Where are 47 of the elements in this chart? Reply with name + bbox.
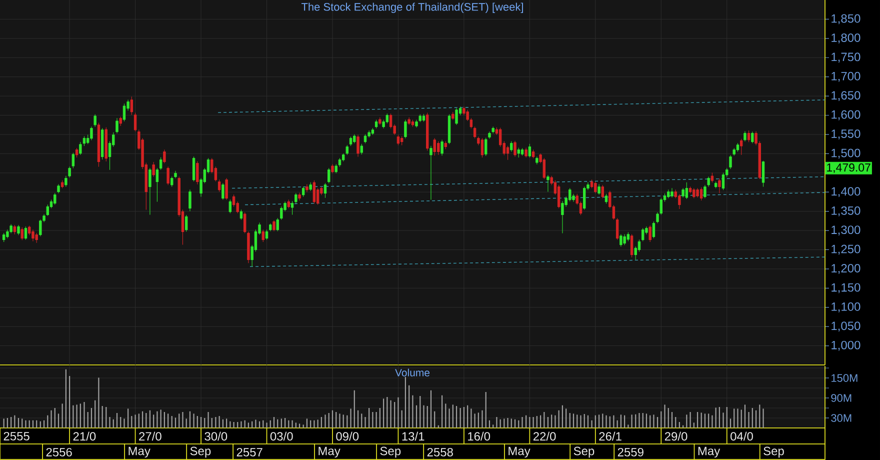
text: 16/0 [468,432,490,441]
x-tick-label: Sep [380,446,401,458]
y-tick-label: 150M [832,374,858,382]
y-tick-label: 1,550 [832,130,860,140]
x-tick-label: May [508,446,530,458]
x-tick-label: May [698,446,720,458]
y-tick-label: 90M [831,394,852,402]
y-tick-label: 1,100 [832,302,860,312]
y-tick-label: 1,050 [832,322,860,332]
text: 09/0 [336,432,359,441]
text: 04/0 [730,432,753,441]
y-tick-label: 1,700 [832,72,860,82]
text: 26/1 [599,432,622,441]
y-tick-label: 1,750 [832,52,860,63]
x-tick-label: Sep [574,446,594,458]
text: 13/1 [402,432,424,441]
y-tick-label: 1,850 [832,14,860,24]
text: 1,479.07 [827,163,870,173]
chart-title: Volume [395,368,430,376]
x-tick-label: 2556 [46,448,72,456]
x-tick-label: May [318,446,340,458]
x-tick-label: Sep [190,446,211,458]
y-tick-label: 1,500 [832,148,860,159]
text: 22/0 [533,432,556,441]
y-tick-label: 1,200 [832,264,860,274]
x-tick-label: May [128,446,150,458]
y-tick-label: 1,800 [832,33,860,44]
y-tick-label: 1,300 [832,226,860,236]
y-tick-label: 1,600 [832,110,860,120]
y-tick-label: 1,400 [832,187,860,198]
x-tick-label: 2557 [236,448,262,456]
text: 27/0 [139,432,162,441]
text: 29/0 [664,432,688,441]
y-tick-label: 1,000 [832,340,860,351]
x-tick-label: 2558 [427,448,453,456]
text: 2555 [4,432,30,440]
x-tick-label: 2559 [618,448,644,456]
text: 03/0 [270,432,293,441]
text: 21/0 [73,432,96,441]
y-tick-label: 1,350 [832,206,860,216]
chart-title: The Stock Exchange of Thailand(SET) [week] [301,2,523,13]
x-tick-label: Sep [764,446,784,458]
y-tick-label: 1,650 [832,91,860,102]
y-tick-label: 1,250 [832,244,860,255]
y-tick-label: 30M [831,414,852,422]
text: 30/0 [204,432,228,441]
y-tick-label: 1,150 [832,283,860,294]
